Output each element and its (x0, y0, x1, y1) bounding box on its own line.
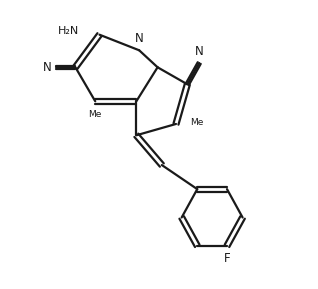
Text: F: F (224, 252, 230, 265)
Text: N: N (43, 61, 51, 74)
Text: H₂N: H₂N (58, 26, 79, 36)
Text: Me: Me (190, 118, 204, 127)
Text: N: N (135, 32, 143, 45)
Text: N: N (195, 45, 204, 58)
Text: Me: Me (88, 110, 102, 119)
